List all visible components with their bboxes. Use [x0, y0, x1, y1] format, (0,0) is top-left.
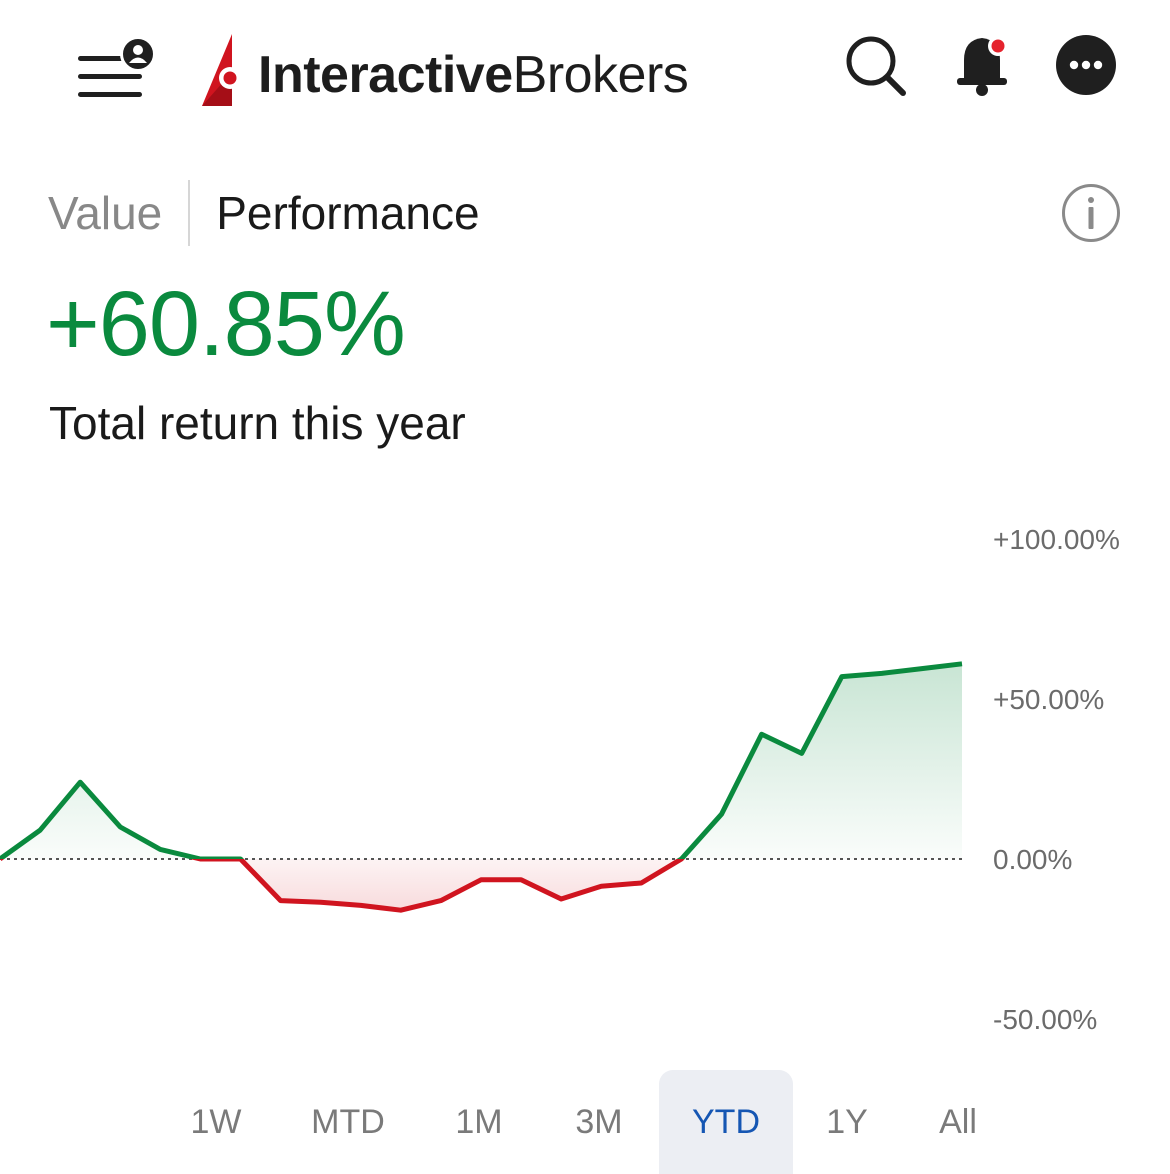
gain-line [0, 661, 963, 859]
range-1y[interactable]: 1Y [826, 1102, 868, 1141]
search-icon [846, 36, 906, 96]
menu-icon-bar [78, 92, 142, 97]
bell-icon [957, 36, 1008, 96]
brand-mark-icon [202, 34, 241, 106]
menu-icon-bar [78, 74, 142, 79]
y-tick-label: 0.00% [993, 844, 1072, 875]
range-3m[interactable]: 3M [575, 1102, 623, 1141]
range-1m[interactable]: 1M [455, 1102, 503, 1141]
user-icon [120, 36, 156, 72]
gain-area [0, 663, 962, 859]
brand-logo: InteractiveBrokers [200, 30, 689, 110]
total-return-value: +60.85% [46, 273, 406, 375]
y-axis-ticks: +100.00% +50.00% 0.00% -50.00% [993, 524, 1120, 1035]
tab-performance[interactable]: Performance [216, 187, 480, 239]
brand-name: InteractiveBrokers [258, 46, 689, 104]
total-return-caption: Total return this year [49, 397, 466, 449]
loss-area [0, 859, 962, 911]
y-tick-label: +100.00% [993, 524, 1120, 555]
loss-line [0, 859, 685, 913]
range-mtd[interactable]: MTD [311, 1102, 385, 1141]
more-icon [1056, 35, 1116, 95]
menu-button[interactable] [76, 36, 160, 106]
range-1w[interactable]: 1W [190, 1102, 242, 1141]
info-icon [1062, 184, 1120, 242]
notifications-button[interactable] [952, 30, 1016, 98]
range-ytd[interactable]: YTD [659, 1070, 793, 1174]
view-tabs: Value Performance [48, 178, 480, 248]
menu-icon [78, 56, 142, 61]
range-all[interactable]: All [939, 1102, 977, 1141]
performance-chart: +100.00% +50.00% 0.00% -50.00% [0, 524, 1120, 1035]
tab-divider [188, 180, 191, 246]
app-header: InteractiveBrokers [0, 0, 1170, 140]
search-button[interactable] [844, 34, 908, 98]
y-tick-label: +50.00% [993, 684, 1104, 715]
info-button[interactable] [1061, 183, 1121, 243]
time-range-selector: 1W MTD 1M 3M YTD 1Y All [0, 1070, 1170, 1174]
tab-value[interactable]: Value [48, 187, 163, 239]
more-options-button[interactable] [1056, 35, 1116, 95]
y-tick-label: -50.00% [993, 1004, 1097, 1035]
